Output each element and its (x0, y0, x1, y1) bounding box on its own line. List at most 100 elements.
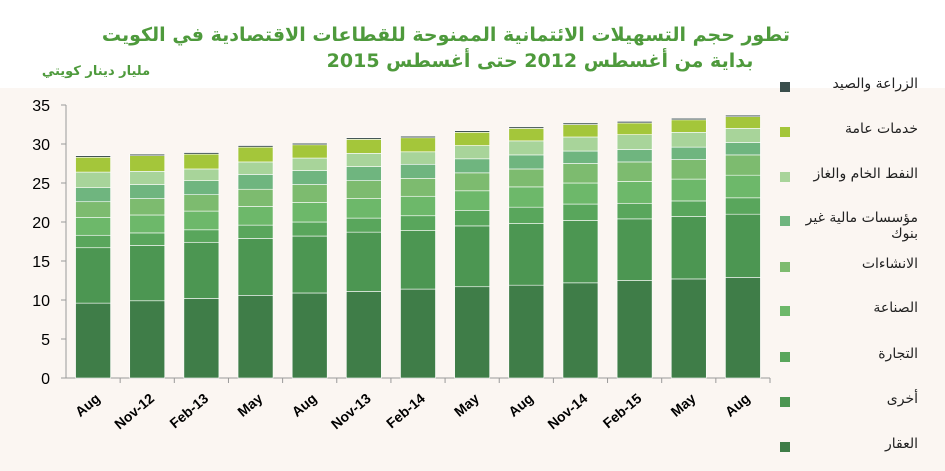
y-tick-label: 20 (32, 215, 50, 232)
legend-swatch (780, 82, 790, 92)
y-tick-label: 15 (32, 254, 50, 271)
bar-segment (670, 146, 707, 160)
bar-stack (400, 135, 436, 379)
x-axis: Aug Nov-12 Feb-13 May Aug Nov-13 Feb-14 May Aug N… (66, 377, 771, 432)
bar-segment (562, 220, 599, 284)
bar-segment (400, 195, 436, 217)
bar-segment (725, 197, 761, 215)
bar-segment (129, 155, 166, 172)
x-tick-label: May (668, 390, 699, 420)
x-tick-label: Feb-14 (383, 390, 428, 431)
bar-segment (508, 154, 545, 170)
bar-segment (291, 170, 328, 185)
bar-segment (400, 151, 436, 165)
legend-label: أخرى (886, 391, 918, 407)
bar-segment (346, 153, 382, 167)
bar-segment (400, 163, 436, 179)
bar-segment (237, 188, 274, 207)
bar-segment (616, 149, 653, 163)
bar-segment (291, 221, 328, 237)
bar-segment (291, 292, 328, 379)
bar-segment (725, 277, 761, 379)
bar-segment (291, 142, 328, 146)
bar-segment (129, 300, 166, 379)
bar-segment (75, 156, 111, 173)
x-tick-label: May (451, 390, 482, 420)
bar-segment (508, 168, 545, 188)
bar-segment (75, 247, 111, 304)
bar-segment (75, 234, 111, 249)
bar-segment (129, 245, 166, 302)
bar-segment (183, 241, 220, 299)
bar-segment (670, 216, 707, 280)
bar-segment (129, 153, 166, 156)
bar-segment (562, 203, 599, 221)
x-tick-label: Nov-13 (328, 390, 374, 432)
bar-segment (183, 298, 220, 379)
bar-segment (616, 280, 653, 379)
bar-segment (183, 153, 220, 170)
bar-stack (616, 121, 653, 379)
bar-segment (725, 213, 761, 278)
bar-segment (237, 146, 274, 163)
bar-segment (237, 174, 274, 190)
legend-swatch (780, 127, 790, 137)
bar-segment (346, 180, 382, 199)
bar-segment (129, 214, 166, 234)
bar-stack (508, 126, 545, 379)
bar-segment (346, 198, 382, 219)
bar-segment (508, 128, 545, 142)
bar-segment (670, 119, 707, 133)
bar-stack (183, 152, 220, 379)
legend-swatch (780, 172, 790, 182)
bar-segment (400, 137, 436, 153)
bar-segment (346, 231, 382, 292)
legend: الزراعة والصيد خدمات عامة النفط الخام والغ… (778, 66, 938, 466)
chart-title: تطور حجم التسهيلات الائتمانية الممنوحة ل… (101, 22, 790, 74)
legend-label: الزراعة والصيد (832, 76, 918, 92)
bar-segment (129, 232, 166, 246)
bar-segment (237, 224, 274, 239)
x-tick-label: Feb-13 (166, 390, 211, 431)
bar-segment (454, 132, 490, 146)
bar-segment (75, 155, 111, 158)
bar-segment (616, 202, 653, 220)
bar-segment (454, 286, 490, 379)
legend-label: خدمات عامة (844, 121, 918, 137)
bar-segment (183, 229, 220, 243)
bar-segment (616, 122, 653, 135)
chart-title-line-1: تطور حجم التسهيلات الائتمانية الممنوحة ل… (101, 24, 790, 46)
bar-segment (183, 168, 220, 181)
legend-label: الصناعة (873, 300, 918, 316)
bar-segment (183, 194, 220, 212)
bar-segment (346, 166, 382, 181)
bar-segment (616, 121, 653, 124)
legend-label: الانشاءات (861, 256, 918, 272)
legend-label: النفط الخام والغاز (813, 166, 918, 182)
legend-swatch (780, 262, 790, 272)
bar-segment (508, 223, 545, 286)
bar-segment (237, 161, 274, 175)
x-tick-label: Aug (505, 390, 536, 420)
bar-segment (75, 187, 111, 203)
bar-segment (616, 181, 653, 204)
y-tick-label: 30 (32, 137, 50, 154)
bar-segment (291, 157, 328, 171)
bar-stack (291, 142, 328, 379)
bar-segment (454, 190, 490, 211)
bar-segment (400, 230, 436, 290)
bar-segment (670, 159, 707, 180)
bar-segment (508, 206, 545, 224)
bar-segment (562, 124, 599, 138)
bar-segment (291, 202, 328, 223)
bar-segment (75, 201, 111, 218)
bar-stack (725, 114, 761, 379)
bar-segment (183, 180, 220, 196)
bar-segment (725, 154, 761, 176)
x-tick-label: Aug (72, 390, 103, 420)
y-tick-label: 35 (32, 98, 50, 115)
bar-segment (562, 163, 599, 184)
bar-stack (129, 153, 166, 379)
y-tick-label: 25 (32, 176, 50, 193)
